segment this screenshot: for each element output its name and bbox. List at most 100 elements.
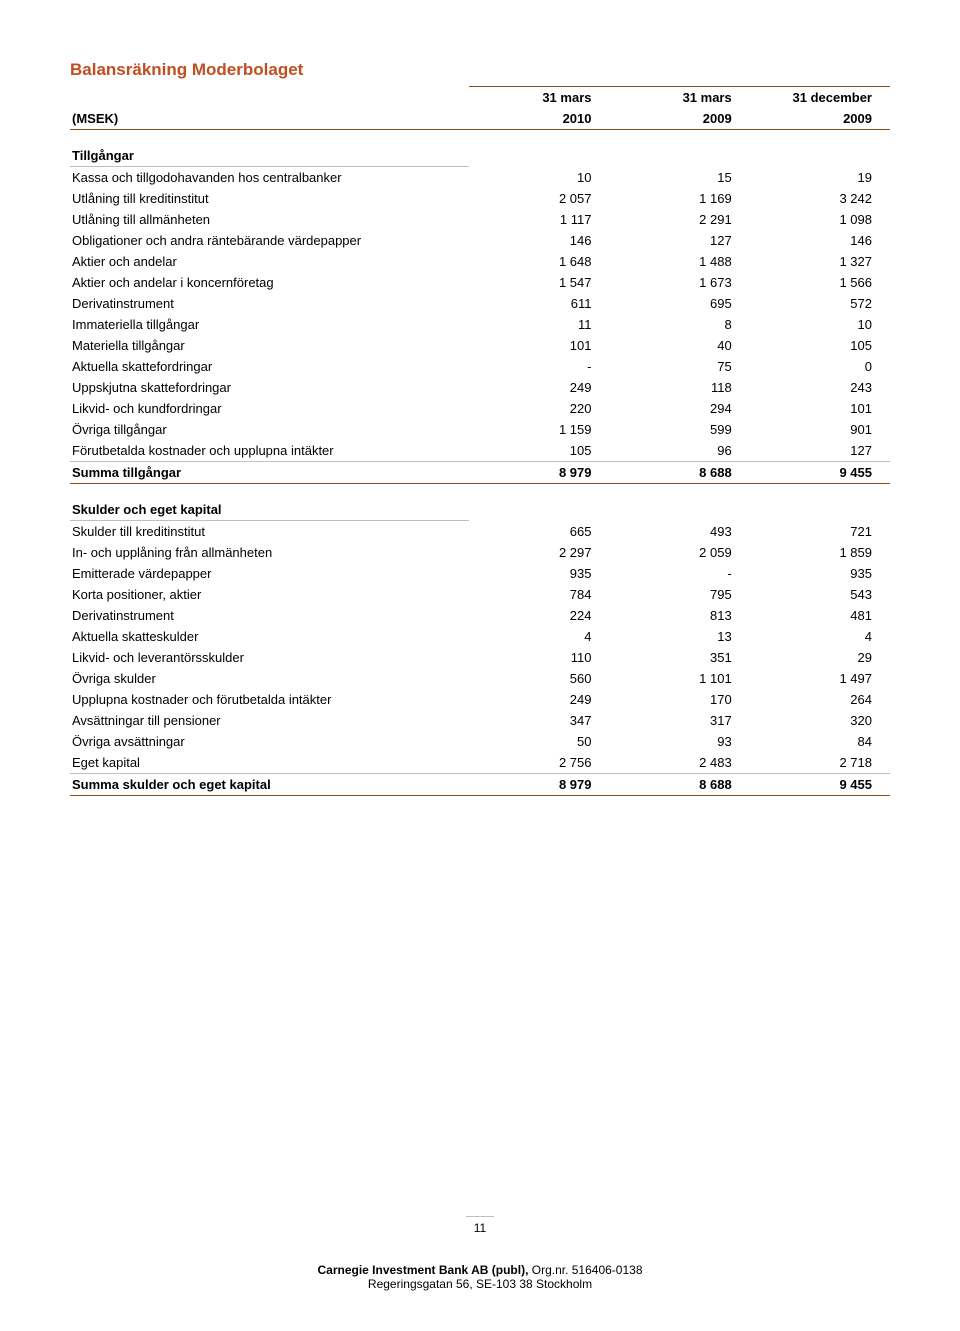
liab-c1: 2 756 xyxy=(469,752,609,774)
liab-c1: 935 xyxy=(469,563,609,584)
asset-c3: 243 xyxy=(750,377,890,398)
liab-c1: 110 xyxy=(469,647,609,668)
liab-label: Övriga skulder xyxy=(70,668,469,689)
col-head-3a: 31 december xyxy=(750,87,890,109)
asset-row: Förutbetalda kostnader och upplupna intä… xyxy=(70,440,890,462)
asset-c1: 1 159 xyxy=(469,419,609,440)
balance-sheet-table: 31 mars 31 mars 31 december (MSEK) 2010 … xyxy=(70,86,890,796)
liab-c3: 481 xyxy=(750,605,890,626)
asset-label: Utlåning till kreditinstitut xyxy=(70,188,469,209)
liab-label: Eget kapital xyxy=(70,752,469,774)
asset-c3: 1 327 xyxy=(750,251,890,272)
asset-label: Uppskjutna skattefordringar xyxy=(70,377,469,398)
asset-row: Obligationer och andra räntebärande värd… xyxy=(70,230,890,251)
liab-label: Emitterade värdepapper xyxy=(70,563,469,584)
asset-c3: 1 098 xyxy=(750,209,890,230)
page-footer: 11 Carnegie Investment Bank AB (publ), O… xyxy=(70,1216,890,1291)
liab-c2: 795 xyxy=(609,584,749,605)
asset-c1: 249 xyxy=(469,377,609,398)
asset-label: Övriga tillgångar xyxy=(70,419,469,440)
liab-label: Aktuella skatteskulder xyxy=(70,626,469,647)
asset-c3: 0 xyxy=(750,356,890,377)
liab-row: Övriga skulder5601 1011 497 xyxy=(70,668,890,689)
asset-c2: 695 xyxy=(609,293,749,314)
liab-row: Likvid- och leverantörsskulder11035129 xyxy=(70,647,890,668)
liab-c2: 493 xyxy=(609,521,749,543)
liab-sum-c2: 8 688 xyxy=(609,774,749,796)
liab-label: Upplupna kostnader och förutbetalda intä… xyxy=(70,689,469,710)
liab-label: Korta positioner, aktier xyxy=(70,584,469,605)
liab-label: Likvid- och leverantörsskulder xyxy=(70,647,469,668)
liab-c3: 543 xyxy=(750,584,890,605)
liab-row: Emitterade värdepapper935-935 xyxy=(70,563,890,584)
assets-sum-row: Summa tillgångar 8 979 8 688 9 455 xyxy=(70,462,890,484)
asset-c3: 105 xyxy=(750,335,890,356)
asset-label: Aktier och andelar i koncernföretag xyxy=(70,272,469,293)
asset-c1: 611 xyxy=(469,293,609,314)
asset-c3: 10 xyxy=(750,314,890,335)
liab-c1: 347 xyxy=(469,710,609,731)
asset-c1: 10 xyxy=(469,167,609,189)
liab-c2: 2 483 xyxy=(609,752,749,774)
asset-c3: 901 xyxy=(750,419,890,440)
asset-c3: 127 xyxy=(750,440,890,462)
asset-label: Likvid- och kundfordringar xyxy=(70,398,469,419)
col-head-1b: 2010 xyxy=(469,108,609,130)
asset-label: Utlåning till allmänheten xyxy=(70,209,469,230)
asset-c2: 15 xyxy=(609,167,749,189)
header-row-year: (MSEK) 2010 2009 2009 xyxy=(70,108,890,130)
liab-sum-label: Summa skulder och eget kapital xyxy=(70,774,469,796)
liab-c2: - xyxy=(609,563,749,584)
assets-sum-label: Summa tillgångar xyxy=(70,462,469,484)
footer-org: Org.nr. 516406-0138 xyxy=(528,1263,642,1277)
liab-row: Derivatinstrument224813481 xyxy=(70,605,890,626)
asset-row: Likvid- och kundfordringar220294101 xyxy=(70,398,890,419)
assets-sum-c3: 9 455 xyxy=(750,462,890,484)
asset-c1: 1 547 xyxy=(469,272,609,293)
liab-c3: 721 xyxy=(750,521,890,543)
liab-sum-c3: 9 455 xyxy=(750,774,890,796)
asset-c1: 146 xyxy=(469,230,609,251)
liab-c1: 50 xyxy=(469,731,609,752)
liab-c3: 2 718 xyxy=(750,752,890,774)
asset-label: Materiella tillgångar xyxy=(70,335,469,356)
asset-label: Kassa och tillgodohavanden hos centralba… xyxy=(70,167,469,189)
liab-c1: 665 xyxy=(469,521,609,543)
liab-c2: 13 xyxy=(609,626,749,647)
liab-c3: 29 xyxy=(750,647,890,668)
col-head-3b: 2009 xyxy=(750,108,890,130)
liab-label: In- och upplåning från allmänheten xyxy=(70,542,469,563)
asset-row: Övriga tillgångar1 159599901 xyxy=(70,419,890,440)
liab-c2: 93 xyxy=(609,731,749,752)
liab-c2: 813 xyxy=(609,605,749,626)
liab-label: Skulder till kreditinstitut xyxy=(70,521,469,543)
asset-c1: 220 xyxy=(469,398,609,419)
liab-c3: 84 xyxy=(750,731,890,752)
liab-row: Övriga avsättningar509384 xyxy=(70,731,890,752)
asset-c2: 1 488 xyxy=(609,251,749,272)
asset-c3: 572 xyxy=(750,293,890,314)
asset-c1: 2 057 xyxy=(469,188,609,209)
unit-label: (MSEK) xyxy=(70,108,469,130)
asset-row: Utlåning till kreditinstitut2 0571 1693 … xyxy=(70,188,890,209)
liab-row: Aktuella skatteskulder4134 xyxy=(70,626,890,647)
asset-c3: 101 xyxy=(750,398,890,419)
asset-label: Obligationer och andra räntebärande värd… xyxy=(70,230,469,251)
asset-row: Aktuella skattefordringar-750 xyxy=(70,356,890,377)
liab-c3: 4 xyxy=(750,626,890,647)
asset-c1: 101 xyxy=(469,335,609,356)
liab-c3: 264 xyxy=(750,689,890,710)
asset-c1: - xyxy=(469,356,609,377)
liab-label: Derivatinstrument xyxy=(70,605,469,626)
liab-c3: 320 xyxy=(750,710,890,731)
asset-c2: 75 xyxy=(609,356,749,377)
asset-row: Kassa och tillgodohavanden hos centralba… xyxy=(70,167,890,189)
asset-c3: 1 566 xyxy=(750,272,890,293)
asset-c1: 1 117 xyxy=(469,209,609,230)
liab-row: Avsättningar till pensioner347317320 xyxy=(70,710,890,731)
asset-label: Aktuella skattefordringar xyxy=(70,356,469,377)
assets-sum-c1: 8 979 xyxy=(469,462,609,484)
liab-c3: 935 xyxy=(750,563,890,584)
col-head-1a: 31 mars xyxy=(469,87,609,109)
page-title: Balansräkning Moderbolaget xyxy=(70,60,890,80)
